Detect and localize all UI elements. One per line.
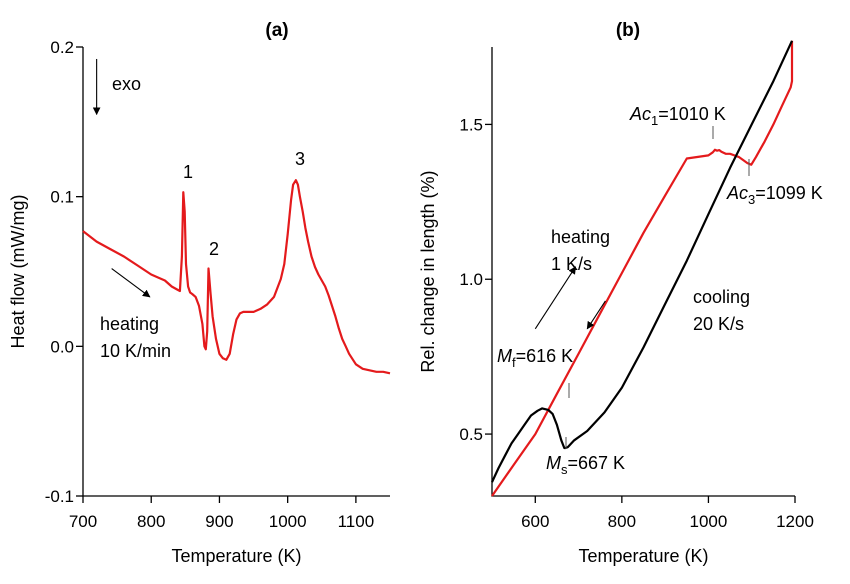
annotation-label: heating xyxy=(551,227,610,247)
x-tick-label: 900 xyxy=(205,512,233,531)
y-tick-label: 0.0 xyxy=(50,337,74,356)
y-tick-label: 0.1 xyxy=(50,188,74,207)
y-axis-label: Rel. change in length (%) xyxy=(418,170,438,372)
x-tick-label: 700 xyxy=(69,512,97,531)
axis-frame xyxy=(82,47,390,497)
y-tick-label: 0.2 xyxy=(50,38,74,57)
annotation-label: 2 xyxy=(209,239,219,259)
panel-label: (b) xyxy=(616,20,640,41)
annotation-label: 1 K/s xyxy=(551,254,592,274)
annotation-label: Mf=616 K xyxy=(497,346,573,370)
panel-b-dilatometry-chart: 600 800 1000 1200 0.5 1.0 1.5 Temperature (K) Re… xyxy=(418,20,823,566)
annotation-label: Ms=667 K xyxy=(546,453,625,477)
annotation-label: Ac1=1010 K xyxy=(629,104,726,128)
annotation-label: 3 xyxy=(295,149,305,169)
annotation-label: 20 K/s xyxy=(693,314,744,334)
annotation-label: heating xyxy=(100,314,159,334)
x-axis-label: Temperature (K) xyxy=(578,546,708,566)
annotation-label: 10 K/min xyxy=(100,341,171,361)
x-tick-label: 1000 xyxy=(690,512,728,531)
x-tick-label: 1100 xyxy=(338,512,375,531)
x-tick-label: 800 xyxy=(137,512,165,531)
annotation-arrow xyxy=(534,266,577,330)
x-tick-label: 800 xyxy=(608,512,636,531)
annotation-arrow xyxy=(586,300,606,330)
x-axis-label: Temperature (K) xyxy=(171,546,301,566)
x-tick-label: 600 xyxy=(521,512,549,531)
series-line-0 xyxy=(82,179,391,375)
annotation-arrow xyxy=(111,268,151,298)
panel-a-heat-flow-chart: 700 800 900 1000 1100 -0.1 0.0 0.1 0.2 Temperatur… xyxy=(8,20,391,566)
x-tick-label: 1200 xyxy=(776,512,814,531)
panel-label: (a) xyxy=(265,20,288,41)
y-tick-label: 1.5 xyxy=(459,115,483,134)
annotation-label: exo xyxy=(112,74,141,94)
annotation-label: 1 xyxy=(183,162,193,182)
series-line-0 xyxy=(491,40,794,497)
annotation-label: Ac3=1099 K xyxy=(726,183,823,207)
y-tick-label: 0.5 xyxy=(459,425,483,444)
y-tick-label: 1.0 xyxy=(459,270,483,289)
y-tick-label: -0.1 xyxy=(45,487,74,506)
x-tick-label: 1000 xyxy=(269,512,307,531)
y-axis-label: Heat flow (mW/mg) xyxy=(8,194,28,348)
annotation-label: cooling xyxy=(693,287,750,307)
